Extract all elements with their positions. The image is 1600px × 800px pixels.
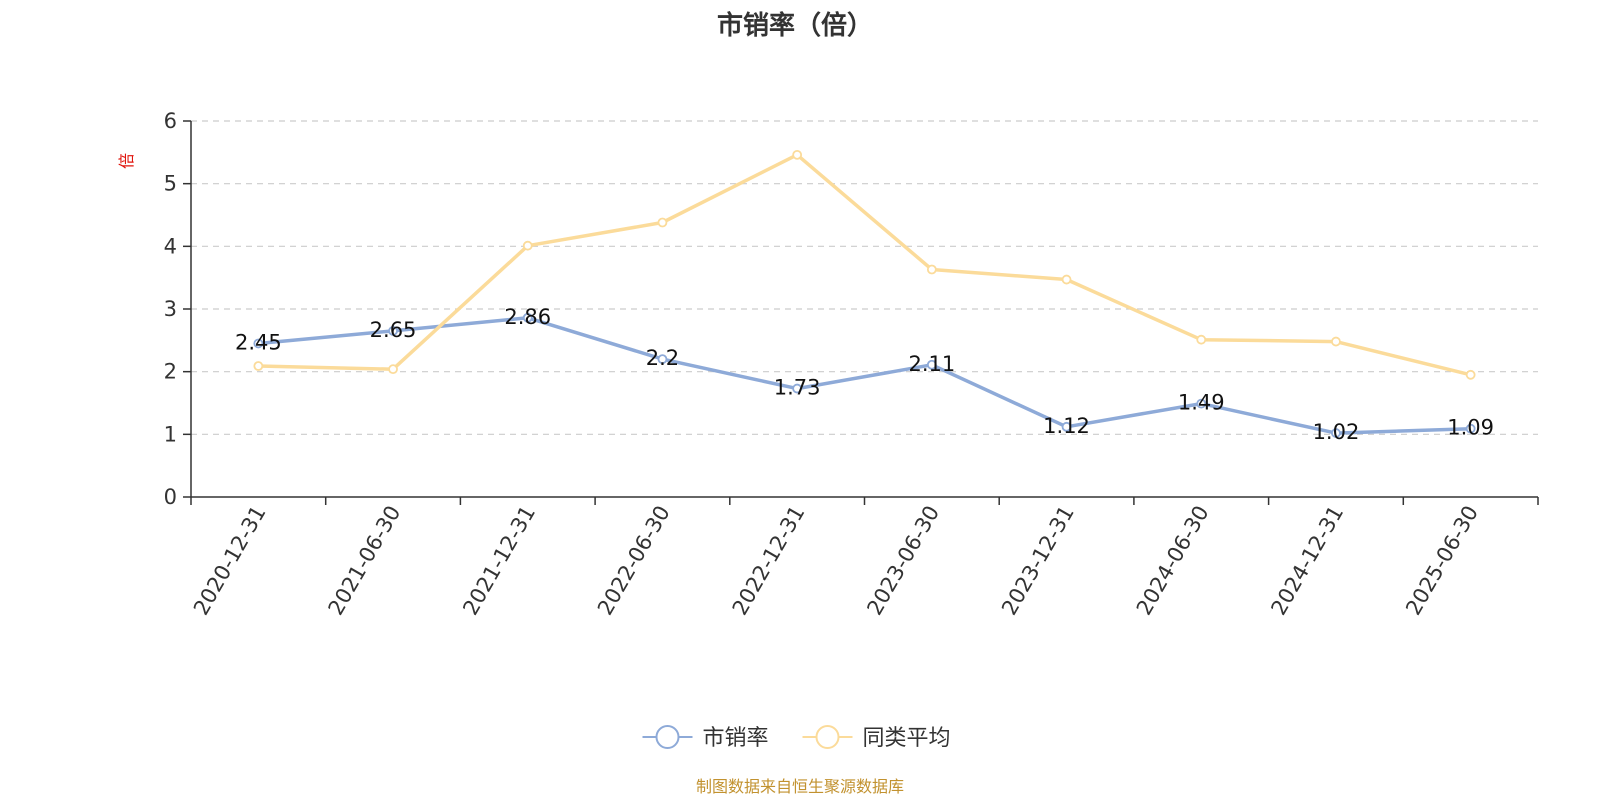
data-label: 2.45 (235, 330, 282, 354)
x-tick-label: 2023-06-30 (862, 502, 944, 620)
data-point (792, 383, 803, 394)
data-label: 2.11 (908, 352, 955, 376)
legend-marker (815, 725, 840, 749)
x-tick-label: 2025-06-30 (1401, 502, 1483, 620)
y-tick-label: 5 (164, 172, 177, 196)
chart-title: 市销率（倍） (717, 10, 873, 41)
data-label: 1.02 (1313, 420, 1360, 444)
x-tick-label: 2023-12-31 (997, 502, 1079, 620)
grid-lines (191, 120, 1538, 435)
data-label: 2.2 (646, 346, 679, 370)
x-tick-label: 2024-06-30 (1132, 502, 1214, 620)
data-point (388, 364, 398, 375)
data-labels: 2.45 2.65 2.86 2.2 1.73 2.11 1.12 1.49 1.02 1.09 (235, 305, 1494, 444)
data-point (522, 240, 533, 251)
x-tick-label: 2024-12-31 (1266, 502, 1348, 620)
data-point (926, 359, 937, 370)
x-tick-label: 2021-12-31 (458, 502, 540, 620)
data-point (1196, 398, 1207, 409)
data-point (926, 264, 937, 275)
data-label: 2.86 (504, 305, 551, 329)
data-point (1465, 369, 1476, 380)
data-label: 2.65 (370, 318, 417, 342)
source-note: 制图数据来自恒生聚源数据库 (696, 777, 904, 796)
y-tick-label: 1 (164, 422, 177, 446)
data-point (1196, 334, 1207, 345)
data-label: 1.09 (1447, 416, 1494, 440)
data-label: 1.49 (1178, 391, 1225, 415)
data-label: 1.73 (774, 376, 821, 400)
data-point (1061, 274, 1072, 285)
data-point (1061, 421, 1072, 432)
y-tick-label: 0 (164, 485, 177, 509)
data-point (522, 312, 533, 323)
y-tick-label: 4 (164, 234, 177, 258)
x-tick-label: 2022-06-30 (593, 502, 675, 620)
series-line-1 (258, 316, 1471, 435)
series-line-2 (258, 153, 1472, 377)
data-point (253, 361, 264, 371)
data-point (253, 338, 264, 349)
legend: 市销率 同类平均 (642, 725, 951, 751)
data-point (657, 354, 668, 365)
y-tick-label: 6 (164, 109, 177, 133)
y-tick-label: 3 (164, 297, 177, 321)
y-axis-unit-label: 倍 (117, 153, 136, 169)
x-tick-label: 2021-06-30 (324, 502, 406, 620)
data-point (657, 217, 668, 228)
data-label: 1.12 (1043, 414, 1090, 438)
legend-label: 市销率 (703, 726, 769, 751)
y-tick-label: 2 (164, 360, 177, 384)
data-point (1331, 428, 1341, 438)
data-point (1465, 423, 1476, 434)
series-lines (253, 149, 1476, 438)
x-tick-label: 2022-12-31 (728, 502, 810, 620)
data-point (1331, 336, 1341, 347)
legend-label: 同类平均 (863, 726, 951, 751)
legend-marker (655, 725, 680, 749)
x-tick-label: 2020-12-31 (189, 502, 271, 620)
axes: 0 1 2 3 4 5 6 2020-12-31 2021-06-30 2021-12-31 202… (164, 109, 1539, 620)
data-point (388, 326, 398, 336)
data-point (792, 149, 803, 160)
